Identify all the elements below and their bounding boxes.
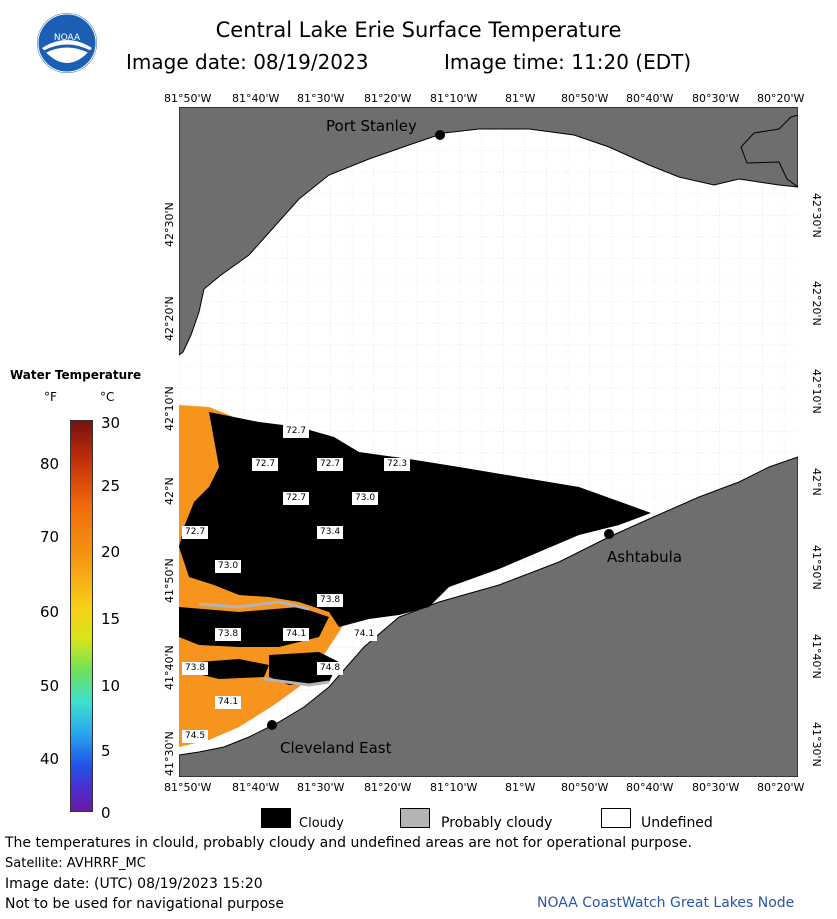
unit-fahrenheit: °F <box>44 390 57 404</box>
cleveland-east-label: Cleveland East <box>280 739 392 757</box>
undefined-key-label: Undefined <box>641 815 713 831</box>
lat-tick-right: 42°30'N <box>810 193 823 238</box>
lon-tick-bottom: 80°30'W <box>692 781 740 794</box>
lat-tick-right: 42°20'N <box>810 281 823 326</box>
noaa-logo: NOAA <box>37 13 97 73</box>
lat-tick-left: 42°30'N <box>163 202 176 247</box>
lat-tick-left: 41°30'N <box>163 731 176 776</box>
temp-label: 73.8 <box>182 662 209 675</box>
lat-tick-right: 41°40'N <box>810 634 823 679</box>
image-date: Image date: 08/19/2023 <box>126 50 369 74</box>
legend-title: Water Temperature <box>10 368 142 382</box>
temp-label: 74.5 <box>182 730 209 743</box>
lon-tick-top: 81°50'W <box>164 92 212 105</box>
cloudy-key-swatch <box>261 808 291 828</box>
f-scale-label: 40 <box>40 750 60 768</box>
probably-cloudy-edge <box>263 677 330 687</box>
lon-tick-bottom: 81°20'W <box>364 781 412 794</box>
navigation-warning: Not to be used for navigational purpose <box>5 896 284 912</box>
probably-cloudy-edge <box>198 600 310 611</box>
temp-label: 72.7 <box>283 492 310 505</box>
temp-label: 74.1 <box>215 696 242 709</box>
temp-label: 72.7 <box>283 425 310 438</box>
f-scale-label: 60 <box>40 603 60 621</box>
temp-label: 72.7 <box>182 526 209 539</box>
ashtabula-label: Ashtabula <box>607 548 683 566</box>
temp-label: 73.0 <box>352 492 379 505</box>
temp-label: 73.4 <box>317 526 344 539</box>
lat-tick-right: 42°10'N <box>810 369 823 414</box>
cloud-patch <box>199 627 219 639</box>
lon-tick-bottom: 81°50'W <box>164 781 212 794</box>
lon-tick-top: 81°10'W <box>430 92 478 105</box>
lon-tick-bottom: 81°W <box>505 781 536 794</box>
temp-label: 72.7 <box>252 458 279 471</box>
c-scale-label: 0 <box>101 804 111 822</box>
c-scale-label: 25 <box>101 477 121 495</box>
c-scale-label: 15 <box>101 610 121 628</box>
lon-tick-top: 81°30'W <box>297 92 345 105</box>
temp-label: 74.1 <box>351 628 378 641</box>
map-title: Central Lake Erie Surface Temperature <box>215 18 622 42</box>
cloud-region <box>179 412 651 627</box>
temp-label: 74.8 <box>317 662 344 675</box>
port-stanley-marker <box>435 130 445 140</box>
temp-label: 73.8 <box>215 628 242 641</box>
temp-label: 72.7 <box>317 458 344 471</box>
lat-tick-left: 42°20'N <box>163 296 176 341</box>
lat-tick-left: 42°10'N <box>163 386 176 431</box>
lat-tick-left: 41°50'N <box>163 558 176 603</box>
lat-tick-right: 41°50'N <box>810 545 823 590</box>
cleveland-east-marker <box>267 720 277 730</box>
lon-tick-top: 81°20'W <box>364 92 412 105</box>
image-time: Image time: 11:20 (EDT) <box>444 50 692 74</box>
map-area: 72.7 72.7 72.7 72.3 72.7 73.0 72.7 73.4 … <box>179 107 798 777</box>
lon-tick-bottom: 81°10'W <box>430 781 478 794</box>
unit-celsius: °C <box>100 390 115 404</box>
lon-tick-bottom: 80°50'W <box>561 781 609 794</box>
temp-label: 73.0 <box>215 560 242 573</box>
map-svg <box>179 107 798 777</box>
c-scale-label: 30 <box>101 414 121 432</box>
temp-label: 74.1 <box>283 628 310 641</box>
cloud-patch <box>269 652 339 685</box>
probably-cloudy-key-swatch <box>400 808 430 828</box>
ashtabula-marker <box>604 529 614 539</box>
port-stanley-label: Port Stanley <box>326 117 417 135</box>
utc-date-text: Image date: (UTC) 08/19/2023 15:20 <box>5 876 263 892</box>
lat-tick-right: 42°N <box>810 468 823 496</box>
c-scale-label: 20 <box>101 543 121 561</box>
south-shore-land <box>179 456 798 777</box>
credit-text: NOAA CoastWatch Great Lakes Node <box>537 895 795 911</box>
cloud-patch <box>194 659 269 679</box>
lon-tick-bottom: 81°40'W <box>232 781 280 794</box>
f-scale-label: 80 <box>40 455 60 473</box>
north-shore-land <box>179 107 798 356</box>
logo-text: NOAA <box>54 33 81 43</box>
lon-tick-top: 81°W <box>505 92 536 105</box>
lat-tick-left: 42°N <box>163 477 176 505</box>
c-scale-label: 5 <box>101 742 111 760</box>
lon-tick-top: 80°30'W <box>692 92 740 105</box>
lon-tick-top: 80°40'W <box>626 92 674 105</box>
lat-tick-left: 41°40'N <box>163 645 176 690</box>
cloudy-key-label: Cloudy <box>299 816 344 831</box>
lon-tick-bottom: 81°30'W <box>297 781 345 794</box>
probably-cloudy-key-label: Probably cloudy <box>441 815 553 831</box>
lon-tick-bottom: 80°40'W <box>626 781 674 794</box>
c-scale-label: 10 <box>101 677 121 695</box>
temp-label: 72.3 <box>384 458 411 471</box>
f-scale-label: 70 <box>40 528 60 546</box>
lon-tick-top: 80°20'W <box>757 92 805 105</box>
lon-tick-top: 81°40'W <box>232 92 280 105</box>
lat-tick-right: 41°30'N <box>810 722 823 767</box>
disclaimer-text: The temperatures in clould, probably clo… <box>5 835 692 851</box>
undefined-key-swatch <box>601 808 631 828</box>
satellite-text: Satellite: AVHRRF_MC <box>5 856 146 871</box>
f-scale-label: 50 <box>40 677 60 695</box>
temp-label: 73.8 <box>317 594 344 607</box>
lon-tick-top: 80°50'W <box>561 92 609 105</box>
lon-tick-bottom: 80°20'W <box>757 781 805 794</box>
temperature-colorbar <box>70 420 93 812</box>
